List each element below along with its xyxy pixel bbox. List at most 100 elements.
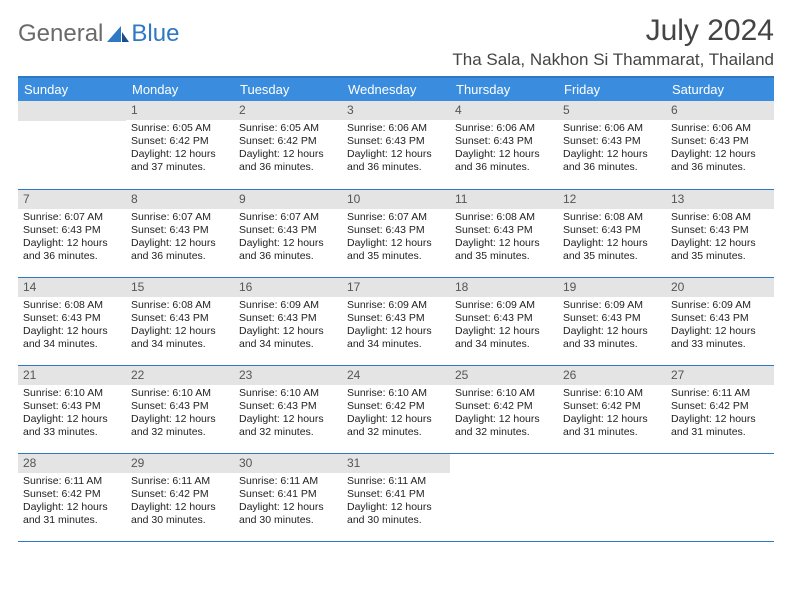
day-content: Sunrise: 6:08 AMSunset: 6:43 PMDaylight:… <box>558 209 666 268</box>
sunset-line: Sunset: 6:43 PM <box>347 224 445 237</box>
sunrise-line: Sunrise: 6:11 AM <box>23 475 121 488</box>
day-content: Sunrise: 6:08 AMSunset: 6:43 PMDaylight:… <box>18 297 126 356</box>
sunrise-line: Sunrise: 6:09 AM <box>455 299 553 312</box>
day-number: 30 <box>234 454 342 473</box>
day-content: Sunrise: 6:11 AMSunset: 6:41 PMDaylight:… <box>342 473 450 532</box>
day-content: Sunrise: 6:10 AMSunset: 6:43 PMDaylight:… <box>18 385 126 444</box>
daylight-line: Daylight: 12 hours and 31 minutes. <box>671 413 769 439</box>
calendar-cell: 2Sunrise: 6:05 AMSunset: 6:42 PMDaylight… <box>234 101 342 189</box>
day-content: Sunrise: 6:06 AMSunset: 6:43 PMDaylight:… <box>342 120 450 179</box>
day-content: Sunrise: 6:09 AMSunset: 6:43 PMDaylight:… <box>450 297 558 356</box>
sunrise-line: Sunrise: 6:07 AM <box>347 211 445 224</box>
sunrise-line: Sunrise: 6:10 AM <box>239 387 337 400</box>
calendar-cell: . <box>18 101 126 189</box>
sunrise-line: Sunrise: 6:05 AM <box>131 122 229 135</box>
calendar-cell: 10Sunrise: 6:07 AMSunset: 6:43 PMDayligh… <box>342 189 450 277</box>
sunset-line: Sunset: 6:43 PM <box>239 224 337 237</box>
calendar-cell: 9Sunrise: 6:07 AMSunset: 6:43 PMDaylight… <box>234 189 342 277</box>
weekday-header: Wednesday <box>342 78 450 101</box>
sunrise-line: Sunrise: 6:11 AM <box>131 475 229 488</box>
sunset-line: Sunset: 6:42 PM <box>671 400 769 413</box>
calendar-cell: 13Sunrise: 6:08 AMSunset: 6:43 PMDayligh… <box>666 189 774 277</box>
day-content: Sunrise: 6:07 AMSunset: 6:43 PMDaylight:… <box>18 209 126 268</box>
day-content: Sunrise: 6:10 AMSunset: 6:42 PMDaylight:… <box>450 385 558 444</box>
calendar-cell: 14Sunrise: 6:08 AMSunset: 6:43 PMDayligh… <box>18 277 126 365</box>
daylight-line: Daylight: 12 hours and 33 minutes. <box>23 413 121 439</box>
sunrise-line: Sunrise: 6:10 AM <box>563 387 661 400</box>
calendar-table: Sunday Monday Tuesday Wednesday Thursday… <box>18 78 774 542</box>
sunset-line: Sunset: 6:42 PM <box>347 400 445 413</box>
logo-text-blue: Blue <box>131 20 179 48</box>
day-number: 22 <box>126 366 234 385</box>
day-content: Sunrise: 6:10 AMSunset: 6:43 PMDaylight:… <box>234 385 342 444</box>
daylight-line: Daylight: 12 hours and 36 minutes. <box>671 148 769 174</box>
title-block: July 2024 Tha Sala, Nakhon Si Thammarat,… <box>452 14 774 70</box>
location: Tha Sala, Nakhon Si Thammarat, Thailand <box>452 50 774 70</box>
sunset-line: Sunset: 6:43 PM <box>239 400 337 413</box>
sunset-line: Sunset: 6:43 PM <box>455 135 553 148</box>
day-content: Sunrise: 6:07 AMSunset: 6:43 PMDaylight:… <box>342 209 450 268</box>
daylight-line: Daylight: 12 hours and 36 minutes. <box>239 237 337 263</box>
calendar-cell: 3Sunrise: 6:06 AMSunset: 6:43 PMDaylight… <box>342 101 450 189</box>
day-number: 21 <box>18 366 126 385</box>
sunset-line: Sunset: 6:43 PM <box>23 224 121 237</box>
day-number: 7 <box>18 190 126 209</box>
calendar-cell: 25Sunrise: 6:10 AMSunset: 6:42 PMDayligh… <box>450 365 558 453</box>
calendar-cell: 11Sunrise: 6:08 AMSunset: 6:43 PMDayligh… <box>450 189 558 277</box>
daylight-line: Daylight: 12 hours and 36 minutes. <box>239 148 337 174</box>
day-content: Sunrise: 6:05 AMSunset: 6:42 PMDaylight:… <box>234 120 342 179</box>
weekday-header: Monday <box>126 78 234 101</box>
sunrise-line: Sunrise: 6:08 AM <box>671 211 769 224</box>
sunrise-line: Sunrise: 6:08 AM <box>563 211 661 224</box>
sunset-line: Sunset: 6:43 PM <box>563 135 661 148</box>
sunrise-line: Sunrise: 6:11 AM <box>671 387 769 400</box>
calendar-cell: . <box>666 453 774 541</box>
calendar-cell: 15Sunrise: 6:08 AMSunset: 6:43 PMDayligh… <box>126 277 234 365</box>
day-number: 17 <box>342 278 450 297</box>
day-number: 27 <box>666 366 774 385</box>
day-number: 25 <box>450 366 558 385</box>
day-content: Sunrise: 6:09 AMSunset: 6:43 PMDaylight:… <box>234 297 342 356</box>
sunrise-line: Sunrise: 6:09 AM <box>671 299 769 312</box>
sunset-line: Sunset: 6:43 PM <box>671 135 769 148</box>
daylight-line: Daylight: 12 hours and 35 minutes. <box>563 237 661 263</box>
day-number: 8 <box>126 190 234 209</box>
day-number: 24 <box>342 366 450 385</box>
day-content: Sunrise: 6:05 AMSunset: 6:42 PMDaylight:… <box>126 120 234 179</box>
weekday-header: Friday <box>558 78 666 101</box>
sunrise-line: Sunrise: 6:07 AM <box>239 211 337 224</box>
daylight-line: Daylight: 12 hours and 36 minutes. <box>131 237 229 263</box>
sunrise-line: Sunrise: 6:05 AM <box>239 122 337 135</box>
day-content: Sunrise: 6:10 AMSunset: 6:43 PMDaylight:… <box>126 385 234 444</box>
day-number: 28 <box>18 454 126 473</box>
sunset-line: Sunset: 6:43 PM <box>455 312 553 325</box>
daylight-line: Daylight: 12 hours and 36 minutes. <box>23 237 121 263</box>
daylight-line: Daylight: 12 hours and 33 minutes. <box>671 325 769 351</box>
calendar-week-row: 7Sunrise: 6:07 AMSunset: 6:43 PMDaylight… <box>18 189 774 277</box>
day-content: Sunrise: 6:10 AMSunset: 6:42 PMDaylight:… <box>342 385 450 444</box>
day-number: 23 <box>234 366 342 385</box>
day-number: 2 <box>234 101 342 120</box>
day-content: Sunrise: 6:06 AMSunset: 6:43 PMDaylight:… <box>558 120 666 179</box>
daylight-line: Daylight: 12 hours and 30 minutes. <box>347 501 445 527</box>
calendar-cell: 7Sunrise: 6:07 AMSunset: 6:43 PMDaylight… <box>18 189 126 277</box>
sunrise-line: Sunrise: 6:10 AM <box>131 387 229 400</box>
day-content: Sunrise: 6:07 AMSunset: 6:43 PMDaylight:… <box>234 209 342 268</box>
sunrise-line: Sunrise: 6:11 AM <box>347 475 445 488</box>
day-number: 11 <box>450 190 558 209</box>
sunset-line: Sunset: 6:43 PM <box>347 312 445 325</box>
day-number: 31 <box>342 454 450 473</box>
header: General Blue July 2024 Tha Sala, Nakhon … <box>18 14 774 70</box>
daylight-line: Daylight: 12 hours and 34 minutes. <box>455 325 553 351</box>
day-number: 18 <box>450 278 558 297</box>
day-number: 26 <box>558 366 666 385</box>
daylight-line: Daylight: 12 hours and 34 minutes. <box>239 325 337 351</box>
day-content: Sunrise: 6:09 AMSunset: 6:43 PMDaylight:… <box>342 297 450 356</box>
day-number: 13 <box>666 190 774 209</box>
daylight-line: Daylight: 12 hours and 30 minutes. <box>131 501 229 527</box>
sunset-line: Sunset: 6:43 PM <box>131 400 229 413</box>
calendar-week-row: .1Sunrise: 6:05 AMSunset: 6:42 PMDayligh… <box>18 101 774 189</box>
sunset-line: Sunset: 6:43 PM <box>563 224 661 237</box>
day-number: 5 <box>558 101 666 120</box>
daylight-line: Daylight: 12 hours and 35 minutes. <box>455 237 553 263</box>
